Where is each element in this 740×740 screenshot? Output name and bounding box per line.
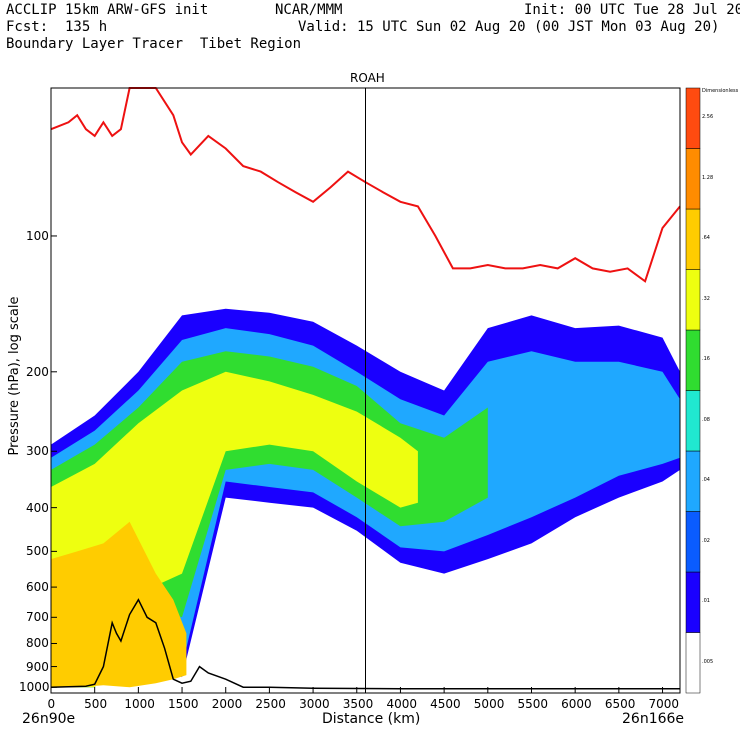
colorbar-label: .64 (702, 235, 710, 242)
colorbar-label: .32 (702, 295, 710, 302)
colorbar-label: .005 (702, 658, 714, 665)
colorbar-swatch (685, 269, 701, 331)
x-tick-label: 2000 (211, 697, 243, 711)
y-tick-label: 200 (26, 364, 49, 379)
tropopause-line (50, 87, 681, 283)
colorbar-label: .04 (702, 477, 710, 484)
colorbar-label: .02 (702, 537, 710, 544)
chart-title: ROAH (350, 71, 385, 85)
colorbar-swatch (685, 390, 701, 452)
x-tick-label: 500 (84, 697, 108, 711)
header-org: NCAR/MMM (275, 2, 343, 18)
x-tick-label: 3000 (299, 697, 330, 711)
colorbar (685, 87, 701, 694)
colorbar-swatch (685, 148, 701, 210)
header-fcst: Fcst: 135 h (6, 19, 108, 35)
y-tick-label: 1000 (19, 680, 50, 695)
x-tick-label: 6500 (604, 697, 636, 711)
y-tick-label: 600 (26, 580, 49, 595)
colorbar-swatch (685, 571, 701, 633)
colorbar-swatch (685, 329, 701, 391)
header-init: Init: 00 UTC Tue 28 Jul 20 (524, 2, 740, 18)
colorbar-label: .16 (702, 356, 710, 363)
tracer-band-p32 (51, 371, 418, 688)
header-valid: Valid: 15 UTC Sun 02 Aug 20 (00 JST Mon … (298, 19, 720, 35)
x-tick-label: 7000 (648, 697, 680, 711)
colorbar-swatch (685, 87, 701, 149)
y-tick-label: 300 (26, 444, 49, 459)
colorbar-label: .01 (702, 598, 710, 605)
x-tick-label: 3500 (342, 697, 374, 711)
x-tick-label: 0 (47, 697, 56, 711)
y-axis-label: Pressure (hPa), log scale (7, 296, 22, 456)
colorbar-swatch (685, 632, 701, 694)
x-tick-label: 4500 (430, 697, 461, 711)
x-tick-label: 5500 (517, 697, 549, 711)
colorbar-label: .08 (702, 416, 710, 423)
line-layer (50, 87, 681, 693)
tracer-band-p64 (51, 521, 187, 688)
y-tick-label: 400 (26, 500, 49, 515)
x-tick-label: 5000 (473, 697, 505, 711)
header-model: ACCLIP 15km ARW-GFS init (6, 2, 209, 18)
right-endpoint-label: 26n166e (622, 711, 685, 727)
colorbar-swatch (685, 208, 701, 270)
colorbar-label: 2.56 (702, 114, 714, 121)
y-tick-label: 700 (26, 610, 49, 625)
y-tick-label: 900 (26, 659, 49, 674)
colorbar-label: 1.28 (702, 174, 714, 181)
x-tick-label: 1000 (124, 697, 155, 711)
colorbar-swatch (685, 450, 701, 512)
left-endpoint-label: 26n90e (22, 711, 76, 727)
x-tick-label: 4000 (386, 697, 417, 711)
x-tick-label: 2500 (255, 697, 286, 711)
header-field: Boundary Layer Tracer Tibet Region (6, 36, 302, 52)
y-tick-label: 100 (26, 228, 49, 243)
colorbar-swatch (685, 511, 701, 573)
y-tick-label: 800 (26, 636, 49, 651)
colorbar-title: Dimensionless (702, 88, 739, 94)
y-tick-label: 500 (26, 544, 49, 559)
plot-frame (50, 87, 681, 694)
x-tick-label: 6000 (561, 697, 592, 711)
x-axis-label: Distance (km) (322, 711, 421, 727)
x-tick-label: 1500 (168, 697, 199, 711)
